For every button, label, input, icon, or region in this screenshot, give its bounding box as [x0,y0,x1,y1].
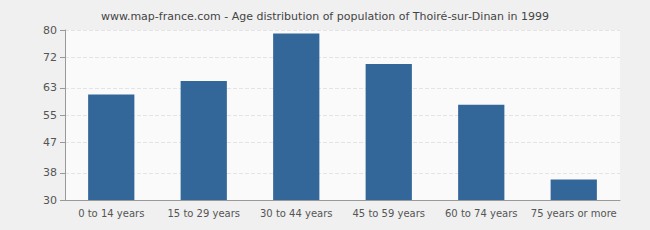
svg-text:www.map-france.com - Age distr: www.map-france.com - Age distribution of… [101,10,549,23]
svg-text:80: 80 [43,24,57,37]
svg-text:15 to 29 years: 15 to 29 years [167,208,240,219]
svg-text:30: 30 [43,194,57,207]
svg-text:60 to 74 years: 60 to 74 years [445,208,518,219]
svg-text:47: 47 [43,136,57,149]
svg-text:75 years or more: 75 years or more [531,208,617,219]
svg-text:45 to 59 years: 45 to 59 years [352,208,425,219]
svg-text:63: 63 [43,81,57,94]
svg-text:72: 72 [43,51,57,64]
svg-text:30 to 44 years: 30 to 44 years [260,208,333,219]
svg-text:55: 55 [43,109,57,122]
svg-text:38: 38 [43,166,57,179]
svg-text:0 to 14 years: 0 to 14 years [78,208,144,219]
